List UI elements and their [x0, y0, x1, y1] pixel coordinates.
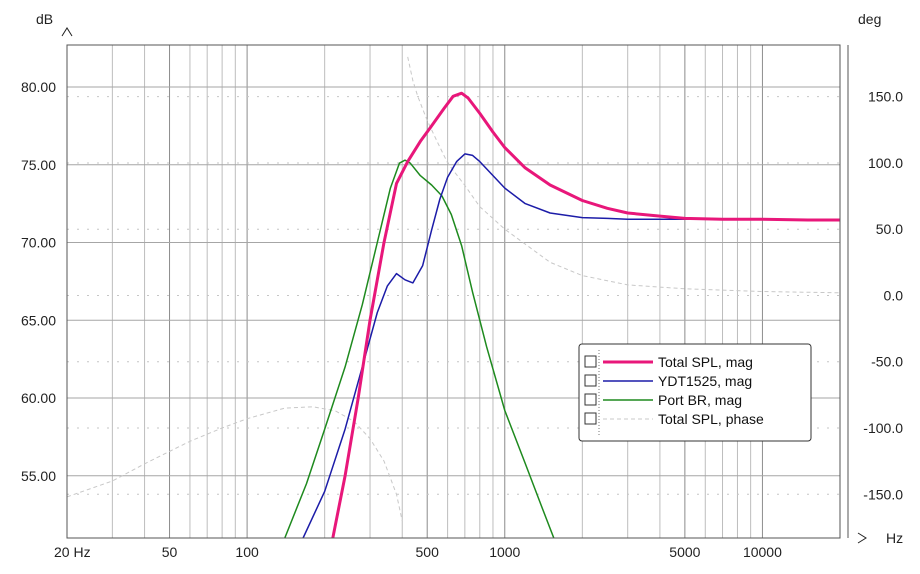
legend-item[interactable]: Port BR, mag — [584, 392, 742, 408]
y-right-tick-label: -150.0 — [863, 486, 903, 502]
x-tick-label: 50 — [162, 544, 178, 560]
legend-item[interactable]: Total SPL, phase — [584, 411, 764, 427]
y-left-tick-label: 55.00 — [21, 468, 56, 484]
y-right-tick-label: 0.0 — [884, 287, 904, 303]
legend-label: Port BR, mag — [658, 392, 742, 408]
y-right-tick-label: 50.0 — [876, 221, 903, 237]
left-y-tick-labels: 80.00 75.00 70.00 65.00 60.00 55.00 — [21, 79, 56, 484]
y-left-tick-label: 75.00 — [21, 157, 56, 173]
legend-checkbox[interactable] — [584, 355, 597, 368]
legend-label: YDT1525, mag — [658, 373, 752, 389]
series-line-total-spl-mag — [331, 91, 840, 538]
x-tick-label: 500 — [416, 544, 440, 560]
legend-label: Total SPL, phase — [658, 411, 764, 427]
y-right-tick-label: -100.0 — [863, 420, 903, 436]
y-right-tick-label: -50.0 — [871, 354, 903, 370]
x-tick-labels: 20 Hz 50 100 500 1000 5000 10000 — [54, 544, 782, 560]
x-tick-label: 20 Hz — [54, 544, 91, 560]
chart-legend: Total SPL, mag YDT1525, mag Port BR, mag To… — [578, 343, 812, 442]
series-line-ydt1525-mag — [302, 153, 792, 538]
y-left-tick-label: 65.00 — [21, 312, 56, 328]
legend-item[interactable]: YDT1525, mag — [584, 373, 752, 389]
y-left-tick-label: 60.00 — [21, 390, 56, 406]
x-tick-label: 5000 — [669, 544, 700, 560]
plot-curves — [67, 56, 840, 538]
grid-lines — [66, 45, 841, 538]
series-line-total-spl-phase — [67, 56, 840, 521]
plot-border — [66, 44, 841, 539]
right-y-tick-labels: 150.0 100.0 50.0 0.0 -50.0 -100.0 -150.0 — [863, 89, 903, 503]
series-line-port-br-mag — [284, 159, 555, 538]
legend-label: Total SPL, mag — [658, 354, 753, 370]
left-axis-arrow-icon — [61, 27, 73, 37]
y-right-tick-label: 100.0 — [868, 155, 903, 171]
plot-frame — [66, 44, 849, 539]
x-tick-label: 100 — [235, 544, 259, 560]
x-axis-arrow-icon — [857, 532, 867, 544]
x-axis-unit: Hz — [886, 530, 903, 546]
legend-checkbox[interactable] — [584, 412, 597, 425]
legend-checkbox[interactable] — [584, 393, 597, 406]
y-right-tick-label: 150.0 — [868, 89, 903, 105]
right-axis-unit: deg — [858, 11, 881, 27]
legend-item[interactable]: Total SPL, mag — [584, 354, 753, 370]
x-tick-label: 10000 — [743, 544, 782, 560]
left-axis-unit: dB — [36, 11, 53, 27]
legend-checkbox[interactable] — [584, 374, 597, 387]
axis-units: dB deg Hz — [36, 11, 903, 546]
legend-box — [578, 343, 812, 442]
x-tick-label: 1000 — [489, 544, 520, 560]
y-left-tick-label: 80.00 — [21, 79, 56, 95]
y-left-tick-label: 70.00 — [21, 235, 56, 251]
